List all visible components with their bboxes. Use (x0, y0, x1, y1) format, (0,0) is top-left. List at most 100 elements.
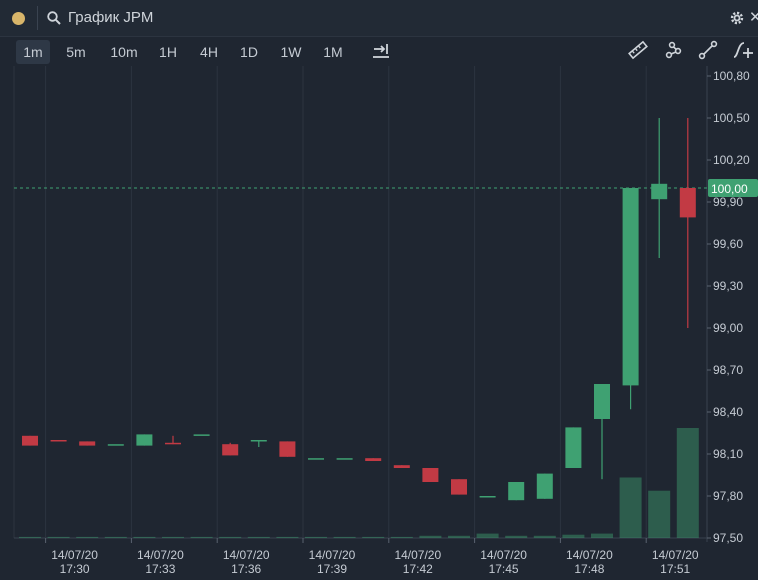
x-tick-date: 14/07/20 (652, 548, 699, 562)
candle-body (679, 188, 696, 218)
timeframe-1H[interactable]: 1H (159, 44, 177, 60)
timeframe-1M[interactable]: 1M (323, 44, 343, 60)
x-tick-time: 17:42 (403, 562, 433, 576)
candle-body (536, 473, 553, 499)
y-tick-label: 97,50 (713, 531, 743, 545)
gear-icon[interactable] (729, 10, 745, 26)
chart-title[interactable]: График JPM (68, 9, 154, 26)
volume-bar (648, 490, 671, 538)
volume-bar (247, 536, 270, 538)
titlebar-divider (37, 6, 38, 30)
y-tick-label: 100,50 (713, 111, 750, 125)
volume-bar (448, 535, 470, 538)
x-tick-time: 17:48 (574, 562, 604, 576)
candle-body (279, 441, 296, 457)
volume-bar (276, 536, 299, 538)
volume-bar (47, 536, 70, 538)
candle-body (594, 384, 610, 419)
candle-body (622, 188, 639, 386)
y-tick-label: 99,00 (713, 321, 743, 335)
close-icon[interactable]: ✕ (749, 9, 758, 26)
candle-body (79, 441, 96, 446)
x-tick-time: 17:51 (660, 562, 690, 576)
candle-body (336, 458, 353, 460)
candle-body (365, 458, 382, 461)
volume-bar (362, 536, 385, 538)
candlestick-chart[interactable]: 14/07/20 17:30 14/07/20 17:33 14/07/20 17:36 1… (0, 66, 758, 580)
ruler-icon[interactable] (628, 40, 648, 60)
volume-bar (562, 534, 585, 538)
volume-bar (219, 536, 242, 538)
candle-body (165, 442, 181, 445)
volume-bar (133, 536, 156, 538)
volume-bar (591, 533, 613, 538)
add-indicator-icon[interactable] (732, 40, 756, 60)
volume-bar (76, 536, 99, 538)
y-tick-label: 100,80 (713, 69, 750, 83)
timeframe-10m[interactable]: 10m (110, 44, 138, 60)
chart-titlebar: График JPM ✕ (0, 0, 758, 37)
candle-body (451, 479, 467, 495)
last-price-badge (708, 179, 758, 197)
candle-body (250, 440, 267, 442)
x-tick-time: 17:33 (145, 562, 175, 576)
timeframe-1D[interactable]: 1D (240, 44, 258, 60)
timeframe-1m[interactable]: 1m (16, 40, 50, 64)
x-tick-date: 14/07/20 (566, 548, 613, 562)
chart-canvas[interactable]: 14/07/2017:3014/07/2017:3314/07/2017:361… (0, 66, 758, 580)
y-tick-label: 98,70 (713, 363, 743, 377)
timeframe-5m[interactable]: 5m (66, 44, 86, 60)
x-tick-date: 14/07/20 (51, 548, 98, 562)
x-tick-date: 14/07/20 (394, 548, 441, 562)
candle-body (565, 427, 582, 468)
candle-body (393, 465, 410, 468)
timeframe-toolbar: 1m 5m 10m 1H 4H 1D 1W 1M (0, 36, 758, 66)
y-tick-label: 100,20 (713, 153, 750, 167)
volume-bar (419, 535, 442, 538)
volume-bar (333, 536, 356, 538)
candle-body (479, 496, 496, 498)
search-icon[interactable] (47, 11, 61, 25)
y-tick-label: 99,90 (713, 195, 743, 209)
x-tick-time: 17:36 (231, 562, 261, 576)
x-tick-date: 14/07/20 (223, 548, 270, 562)
volume-bar (476, 533, 499, 538)
candle-body (136, 434, 153, 446)
timeframe-1W[interactable]: 1W (280, 44, 302, 60)
candle-body (107, 444, 124, 446)
volume-bar (162, 536, 184, 538)
path-tool-icon[interactable] (664, 40, 684, 60)
volume-bar (619, 477, 642, 538)
volume-bar (19, 536, 41, 538)
candle-body (193, 434, 210, 436)
x-tick-date: 14/07/20 (137, 548, 184, 562)
candle-body (508, 482, 525, 501)
y-tick-label: 98,10 (713, 447, 743, 461)
candle-body (222, 444, 239, 456)
volume-bar (505, 535, 528, 538)
y-tick-label: 97,80 (713, 489, 743, 503)
timeframe-4H[interactable]: 4H (200, 44, 218, 60)
candle-body (50, 440, 67, 442)
x-tick-time: 17:45 (489, 562, 519, 576)
window-status-dot[interactable] (12, 12, 25, 25)
candle-body (422, 468, 439, 482)
line-tool-icon[interactable] (698, 40, 718, 60)
export-icon[interactable] (371, 40, 391, 60)
candle-body (651, 183, 668, 200)
y-tick-label: 99,30 (713, 279, 743, 293)
volume-bar (676, 428, 699, 538)
candle-body (22, 435, 38, 446)
volume-bar (305, 536, 327, 538)
y-tick-label: 99,60 (713, 237, 743, 251)
volume-bar (104, 536, 127, 538)
last-price-label: 100,00 (711, 182, 748, 196)
x-tick-date: 14/07/20 (309, 548, 356, 562)
volume-bar (190, 536, 213, 538)
x-tick-date: 14/07/20 (480, 548, 527, 562)
candle-body (308, 458, 324, 460)
y-tick-label: 98,40 (713, 405, 743, 419)
x-tick-time: 17:39 (317, 562, 347, 576)
x-tick-time: 17:30 (60, 562, 90, 576)
volume-bar (533, 535, 556, 538)
